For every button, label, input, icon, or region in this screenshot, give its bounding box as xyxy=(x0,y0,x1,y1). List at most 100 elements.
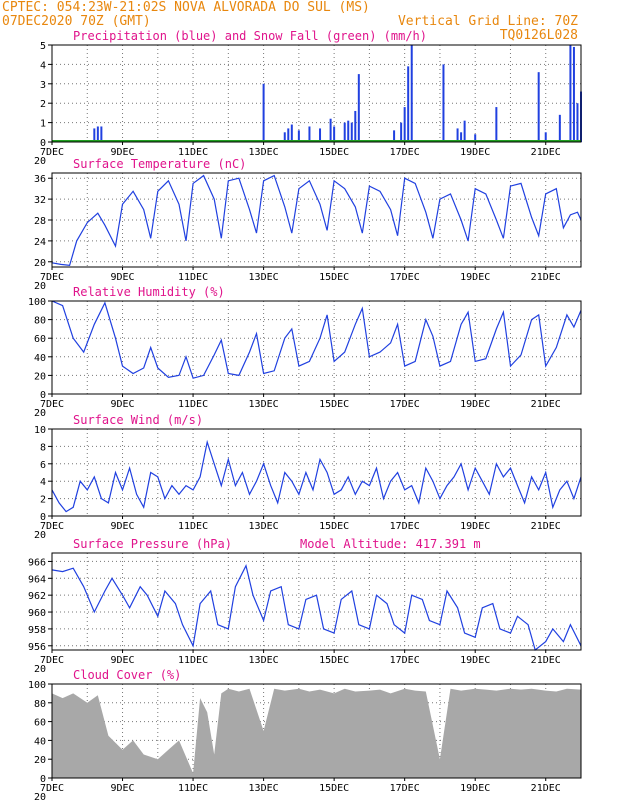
precip-bar xyxy=(463,120,466,142)
x-tick-label: 19DEC xyxy=(460,147,490,158)
precip-bar xyxy=(290,124,293,142)
x-tick-label: 15DEC xyxy=(319,783,349,794)
precip-bar xyxy=(262,83,265,142)
x-tick-label: 7DEC xyxy=(40,655,64,666)
header-grid-line: Vertical Grid Line: 70Z xyxy=(398,14,578,29)
y-tick-label: 40 xyxy=(34,353,46,364)
x-tick-label: 19DEC xyxy=(460,783,490,794)
precip-bar xyxy=(407,66,410,142)
precip-bar xyxy=(403,107,406,142)
x-year-label: 20 xyxy=(34,792,46,800)
x-tick-label: 9DEC xyxy=(110,783,134,794)
x-tick-label: 21DEC xyxy=(531,272,561,283)
panel-3: 0 2 4 6 8 10 7DEC 9DEC 11DEC 13DEC 15DEC 17DEC 19DEC… xyxy=(34,413,582,541)
panel-0: 0 1 2 3 4 5 7DEC 9DEC 11DEC 13DEC 15DEC 17DEC 19DEC 2… xyxy=(34,29,582,167)
precip-bar xyxy=(100,126,103,142)
x-tick-label: 13DEC xyxy=(249,521,279,532)
y-tick-label: 0 xyxy=(40,512,46,523)
x-tick-label: 15DEC xyxy=(319,147,349,158)
y-tick-label: 3 xyxy=(40,80,46,91)
precip-bar xyxy=(569,45,572,142)
y-tick-label: 10 xyxy=(34,425,46,436)
x-tick-label: 13DEC xyxy=(249,272,279,283)
y-tick-label: 36 xyxy=(34,174,46,185)
y-tick-label: 6 xyxy=(40,460,46,471)
panel-frame xyxy=(51,683,582,779)
y-tick-label: 20 xyxy=(34,258,46,269)
y-tick-label: 2 xyxy=(40,99,46,110)
x-tick-label: 9DEC xyxy=(110,521,134,532)
x-tick-label: 17DEC xyxy=(390,783,420,794)
y-tick-label: 4 xyxy=(40,477,46,488)
panel-title: Surface Temperature (nC) xyxy=(73,157,246,171)
precip-bar xyxy=(558,114,561,142)
y-tick-label: 966 xyxy=(28,557,46,568)
panel-5: 0 20 40 60 80 100 7DEC 9DEC 11DEC 13DEC 15DEC 17DEC… xyxy=(28,668,582,800)
x-year-label: 20 xyxy=(34,408,46,419)
y-tick-label: 956 xyxy=(28,642,46,653)
precip-bar xyxy=(357,74,360,142)
panel-frame xyxy=(51,428,582,517)
y-tick-label: 24 xyxy=(34,237,46,248)
header-run-time: 07DEC2020 70Z (GMT) xyxy=(2,14,151,29)
y-tick-label: 1 xyxy=(40,119,46,130)
x-tick-label: 13DEC xyxy=(249,147,279,158)
panel-title: Surface Wind (m/s) xyxy=(73,413,203,427)
x-tick-label: 17DEC xyxy=(390,521,420,532)
precip-bar xyxy=(460,132,463,142)
precip-bar xyxy=(297,130,300,142)
precip-bar xyxy=(400,122,403,142)
x-tick-label: 7DEC xyxy=(40,399,64,410)
x-tick-label: 11DEC xyxy=(178,783,208,794)
x-tick-label: 15DEC xyxy=(319,521,349,532)
series-line xyxy=(51,300,582,379)
y-tick-label: 4 xyxy=(40,60,46,71)
panel-frame xyxy=(51,44,582,143)
x-tick-label: 11DEC xyxy=(178,272,208,283)
y-tick-label: 32 xyxy=(34,195,46,206)
precip-bar xyxy=(343,122,346,142)
panel-2: 0 20 40 60 80 100 7DEC 9DEC 11DEC 13DEC 15DEC 17DEC… xyxy=(28,285,582,419)
series-line xyxy=(51,174,582,267)
x-tick-label: 17DEC xyxy=(390,147,420,158)
precip-bar xyxy=(350,122,353,142)
x-tick-label: 17DEC xyxy=(390,272,420,283)
x-tick-label: 9DEC xyxy=(110,655,134,666)
y-tick-label: 80 xyxy=(34,316,46,327)
y-tick-label: 8 xyxy=(40,442,46,453)
x-year-label: 20 xyxy=(34,156,46,167)
panel-frame xyxy=(51,552,582,651)
x-tick-label: 19DEC xyxy=(460,272,490,283)
x-tick-label: 11DEC xyxy=(178,399,208,410)
y-tick-label: 964 xyxy=(28,574,46,585)
y-tick-label: 960 xyxy=(28,608,46,619)
panel-frame xyxy=(51,300,582,395)
x-tick-label: 11DEC xyxy=(178,655,208,666)
precip-bar xyxy=(308,126,311,142)
x-tick-label: 21DEC xyxy=(531,521,561,532)
panel-title: Cloud Cover (%) xyxy=(73,668,181,682)
precip-bar xyxy=(495,107,498,142)
precip-bar xyxy=(474,134,477,142)
x-tick-label: 15DEC xyxy=(319,272,349,283)
y-tick-label: 60 xyxy=(34,718,46,729)
y-tick-label: 40 xyxy=(34,736,46,747)
x-tick-label: 9DEC xyxy=(110,399,134,410)
precip-bar xyxy=(410,45,413,142)
precip-bar xyxy=(287,128,290,142)
precip-bar xyxy=(333,126,336,142)
precip-bar xyxy=(442,64,445,142)
x-year-label: 20 xyxy=(34,664,46,675)
x-tick-label: 15DEC xyxy=(319,399,349,410)
panel-title: Surface Pressure (hPa) xyxy=(73,537,232,551)
x-tick-label: 9DEC xyxy=(110,272,134,283)
y-tick-label: 60 xyxy=(34,334,46,345)
series-line xyxy=(51,439,582,513)
panel-title: Precipitation (blue) and Snow Fall (gree… xyxy=(73,29,427,43)
precip-bar xyxy=(393,130,396,142)
x-tick-label: 19DEC xyxy=(460,655,490,666)
precip-bar xyxy=(319,128,322,142)
x-tick-label: 21DEC xyxy=(531,147,561,158)
x-tick-label: 19DEC xyxy=(460,521,490,532)
x-tick-label: 7DEC xyxy=(40,783,64,794)
